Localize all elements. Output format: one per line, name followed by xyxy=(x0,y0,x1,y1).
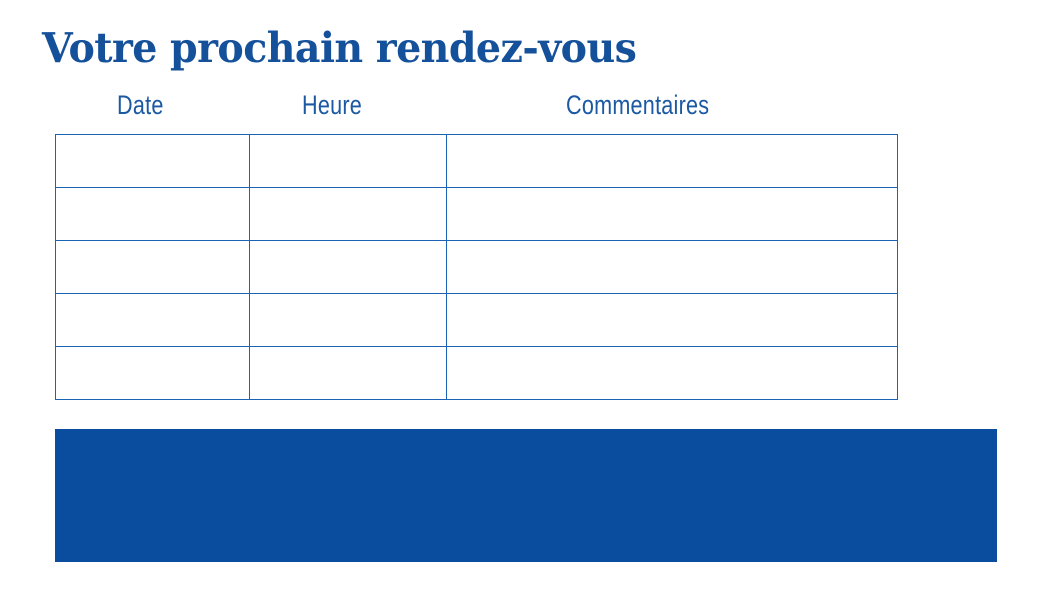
appointment-table-body xyxy=(55,134,898,400)
cell-date-value xyxy=(56,364,249,382)
cell-heure[interactable] xyxy=(249,346,447,400)
cell-commentaires-value xyxy=(447,205,897,223)
cell-commentaires[interactable] xyxy=(446,187,898,241)
cell-commentaires[interactable] xyxy=(446,240,898,294)
cell-date-value xyxy=(56,311,249,329)
cell-date[interactable] xyxy=(55,134,250,188)
footer-blue-block xyxy=(55,429,997,562)
cell-heure-value xyxy=(250,258,446,276)
cell-commentaires[interactable] xyxy=(446,346,898,400)
table-row xyxy=(55,134,898,188)
cell-date-value xyxy=(56,258,249,276)
cell-commentaires-value xyxy=(447,364,897,382)
table-row xyxy=(55,346,898,400)
cell-heure[interactable] xyxy=(249,240,447,294)
cell-heure[interactable] xyxy=(249,134,447,188)
table-row xyxy=(55,187,898,241)
cell-date[interactable] xyxy=(55,293,250,347)
cell-date[interactable] xyxy=(55,346,250,400)
column-header-date: Date xyxy=(117,90,164,120)
table-column-header-row: Date Heure Commentaires xyxy=(55,88,897,128)
cell-date-value xyxy=(56,152,249,170)
cell-date[interactable] xyxy=(55,240,250,294)
cell-heure[interactable] xyxy=(249,187,447,241)
appointment-table xyxy=(55,134,898,400)
cell-heure-value xyxy=(250,152,446,170)
cell-commentaires[interactable] xyxy=(446,293,898,347)
cell-date-value xyxy=(56,205,249,223)
cell-heure[interactable] xyxy=(249,293,447,347)
cell-heure-value xyxy=(250,364,446,382)
cell-heure-value xyxy=(250,311,446,329)
cell-heure-value xyxy=(250,205,446,223)
page-title: Votre prochain rendez-vous xyxy=(42,24,637,72)
cell-commentaires-value xyxy=(447,311,897,329)
cell-commentaires-value xyxy=(447,152,897,170)
column-header-commentaires: Commentaires xyxy=(566,90,710,120)
table-row xyxy=(55,240,898,294)
column-header-heure: Heure xyxy=(302,90,363,120)
cell-date[interactable] xyxy=(55,187,250,241)
table-row xyxy=(55,293,898,347)
cell-commentaires-value xyxy=(447,258,897,276)
cell-commentaires[interactable] xyxy=(446,134,898,188)
